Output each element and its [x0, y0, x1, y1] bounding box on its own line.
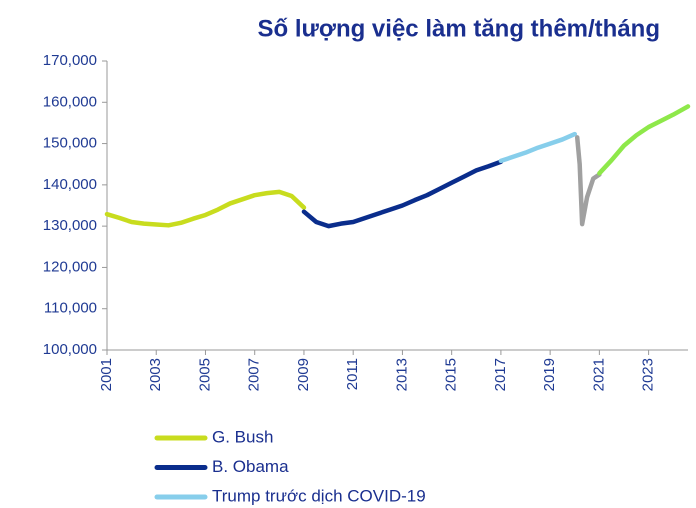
x-tick-label: 2017: [492, 358, 509, 391]
legend-label: Trump trước dịch COVID-19: [212, 486, 426, 505]
y-tick-label: 150,000: [43, 135, 97, 152]
y-tick-label: 140,000: [43, 176, 97, 193]
x-tick-label: 2001: [98, 358, 115, 391]
x-tick-label: 2011: [344, 358, 361, 390]
x-tick-label: 2021: [590, 358, 607, 391]
chart-title: Số lượng việc làm tăng thêm/tháng: [258, 15, 661, 42]
legend-label: B. Obama: [212, 457, 289, 476]
line-series: [301, 159, 504, 229]
x-tick-label: 2023: [640, 358, 657, 391]
x-tick-label: 2007: [246, 358, 263, 391]
y-tick-label: 110,000: [44, 300, 97, 317]
y-tick-label: 120,000: [43, 258, 97, 275]
line-series: [104, 189, 307, 228]
y-tick-label: 100,000: [43, 341, 97, 358]
line-series: [597, 104, 691, 176]
x-tick-label: 2003: [147, 358, 164, 391]
x-tick-label: 2009: [295, 358, 312, 391]
x-tick-label: 2015: [443, 358, 460, 391]
y-tick-label: 130,000: [43, 217, 97, 234]
y-tick-label: 160,000: [43, 93, 97, 110]
legend-label: G. Bush: [212, 427, 273, 446]
y-tick-label: 170,000: [43, 52, 97, 69]
line-series: [498, 131, 578, 164]
x-tick-label: 2005: [196, 358, 213, 391]
x-tick-label: 2019: [541, 358, 558, 391]
line-series: [574, 135, 602, 227]
x-tick-label: 2013: [393, 358, 410, 391]
